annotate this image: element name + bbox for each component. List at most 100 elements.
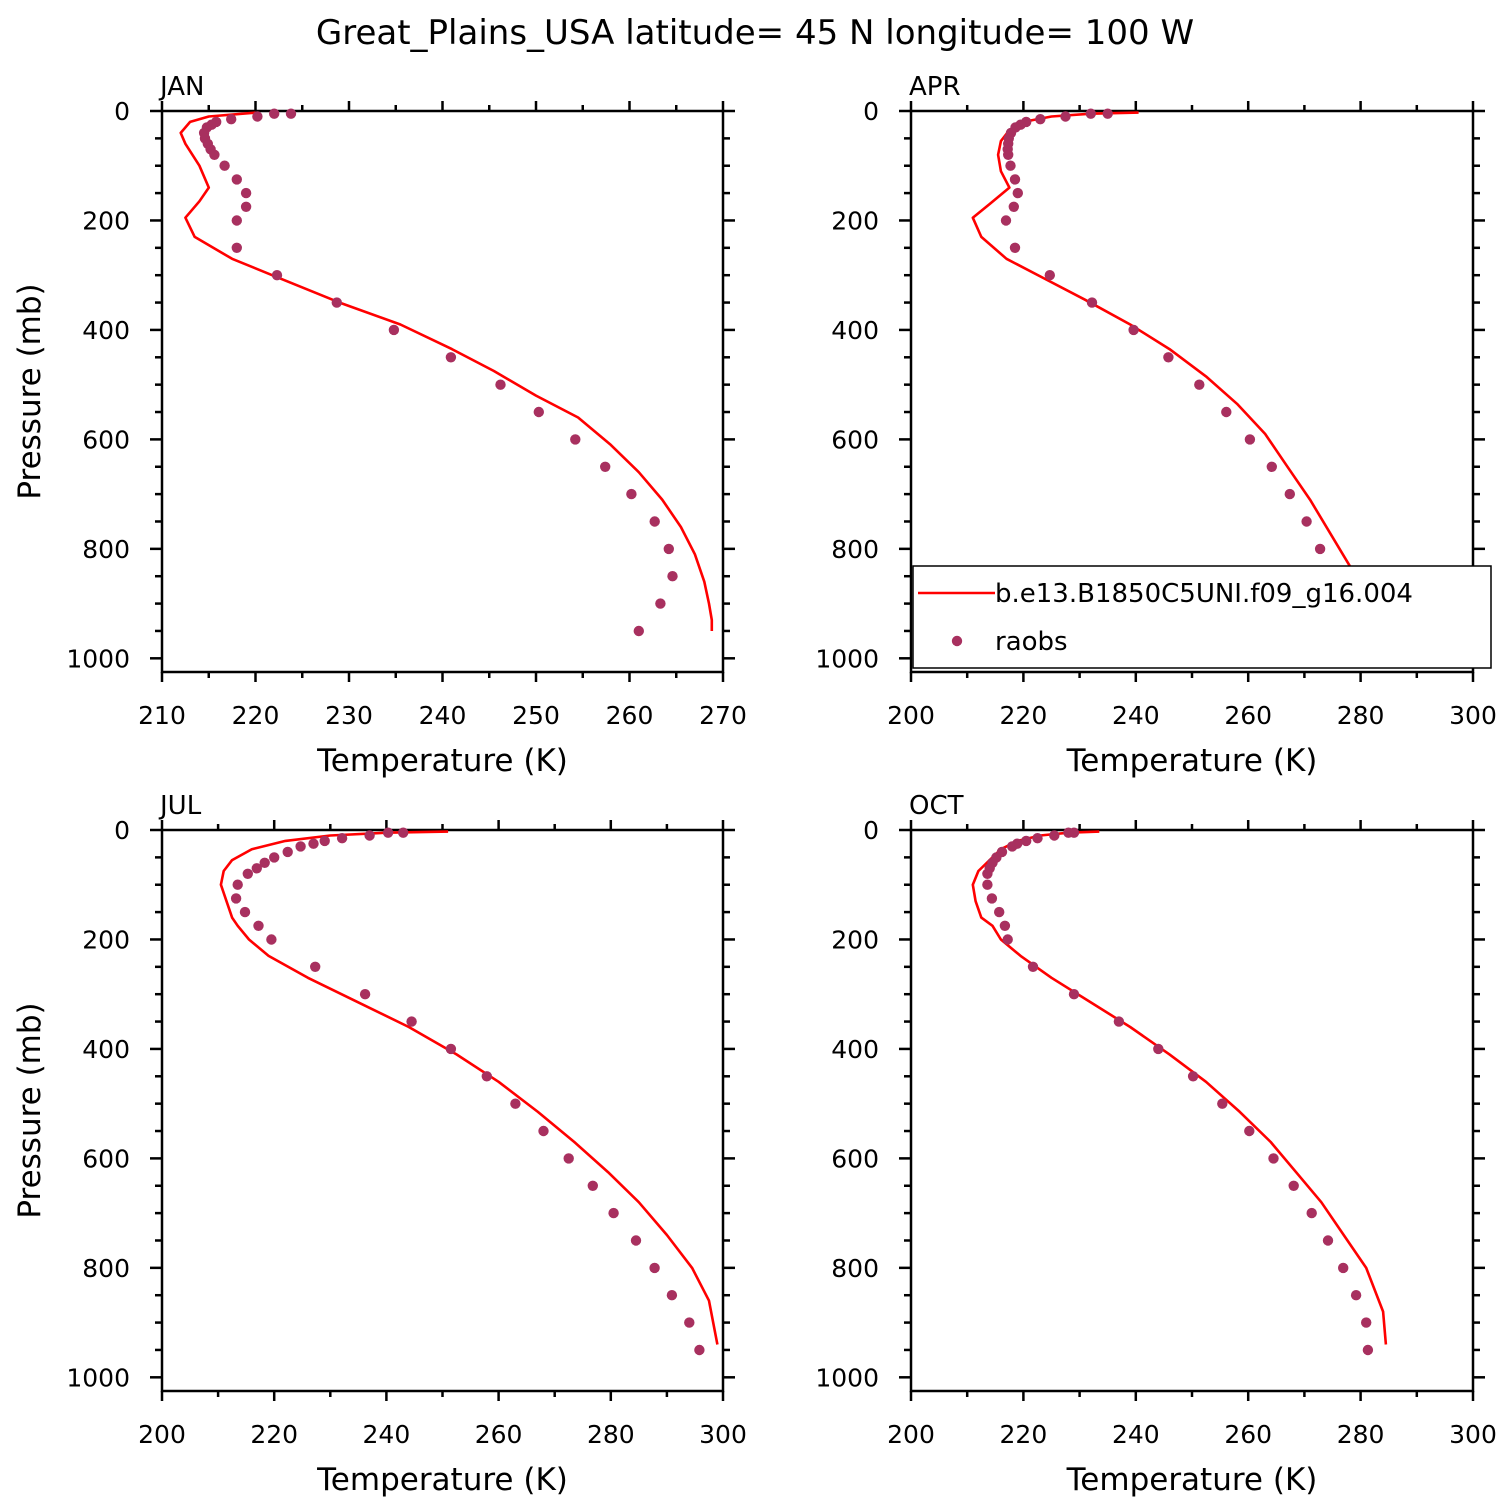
raobs-point — [310, 961, 321, 972]
raobs-point — [1217, 1098, 1228, 1109]
panel-oct: OCT 200 220 240 260 280 300 0 200 400 600 800 1000 Te… — [815, 791, 1496, 1498]
raobs-point — [1085, 108, 1097, 119]
y-tick-label: 800 — [82, 535, 130, 564]
model-profile-line — [219, 830, 719, 1345]
raobs-point — [510, 1098, 521, 1109]
raobs-point — [1012, 187, 1023, 199]
x-tick-label: 220 — [1000, 701, 1048, 730]
raobs-point — [1153, 1043, 1164, 1055]
panel-jul: JUL 200 220 240 260 280 300 0 200 400 600 800 1000 Te… — [12, 791, 747, 1498]
raobs-point — [1027, 961, 1039, 972]
raobs-point — [219, 160, 230, 171]
raobs-point — [1063, 827, 1074, 838]
x-axis-title: Temperature (K) — [1066, 743, 1318, 779]
raobs-point — [406, 1016, 417, 1027]
y-tick-label: 0 — [114, 97, 130, 126]
raobs-point — [445, 1043, 457, 1055]
raobs-point — [684, 1317, 695, 1328]
raobs-point — [364, 830, 375, 841]
raobs-point — [1244, 1125, 1255, 1137]
raobs-point — [533, 406, 544, 418]
x-tick-label: 210 — [138, 701, 186, 730]
raobs-point — [240, 201, 252, 212]
raobs-point — [240, 187, 252, 199]
panel-label: APR — [909, 72, 961, 102]
raobs-point — [445, 352, 457, 363]
raobs-point — [319, 835, 330, 847]
legend-model-label: b.e13.B1850C5UNI.f09_g16.004 — [995, 579, 1413, 609]
x-tick-label: 300 — [1449, 701, 1497, 730]
raobs-point — [269, 108, 280, 119]
x-axis-title: Temperature (K) — [316, 743, 568, 779]
raobs-point — [1009, 174, 1021, 185]
x-tick-label: 260 — [606, 701, 654, 730]
raobs-point — [587, 1180, 598, 1192]
panel-jan: JAN 210 220 230 240 250 260 270 0 200 400 600 800 100… — [12, 72, 747, 779]
y-axis-title: Pressure (mb) — [12, 1002, 48, 1218]
legend-box — [912, 565, 1492, 669]
panels-group: JAN 210 220 230 240 250 260 270 0 200 400 600 800 100… — [12, 72, 1497, 1498]
y-tick-label: 400 — [831, 1035, 879, 1064]
x-tick-label: 240 — [1112, 1420, 1160, 1449]
raobs-point — [608, 1207, 619, 1219]
raobs-point — [285, 108, 297, 119]
raobs-point — [1268, 1153, 1279, 1164]
x-tick-label: 200 — [887, 1420, 935, 1449]
y-tick-label: 800 — [831, 1254, 879, 1283]
x-tick-label: 280 — [1337, 1420, 1385, 1449]
y-axis-title: Pressure (mb) — [12, 283, 48, 499]
raobs-point — [999, 920, 1011, 931]
y-tick-label: 600 — [831, 1144, 879, 1173]
raobs-point — [1102, 108, 1113, 119]
x-tick-label: 220 — [250, 1420, 298, 1449]
raobs-point — [1128, 324, 1139, 336]
raobs-point — [230, 893, 242, 904]
raobs-point — [251, 863, 262, 874]
raobs-point — [382, 827, 394, 838]
x-tick-label: 200 — [887, 701, 935, 730]
raobs-point — [231, 215, 242, 226]
raobs-point — [1068, 989, 1080, 1000]
y-tick-label: 400 — [82, 316, 130, 345]
raobs-point — [1322, 1235, 1334, 1246]
raobs-point — [242, 868, 253, 879]
raobs-point — [209, 149, 220, 160]
x-tick-label: 270 — [699, 701, 747, 730]
raobs-point — [231, 174, 242, 185]
raobs-point — [630, 1235, 642, 1246]
raobs-point — [986, 893, 998, 904]
raobs-point — [1086, 297, 1098, 308]
raobs-point — [336, 833, 348, 844]
x-tick-label: 280 — [587, 1420, 635, 1449]
raobs-point — [495, 379, 506, 390]
raobs-point — [655, 598, 666, 609]
raobs-point — [1221, 406, 1232, 418]
raobs-point — [253, 920, 264, 931]
raobs-point — [570, 434, 581, 445]
raobs-point — [982, 879, 993, 890]
panel-label: JUL — [158, 791, 202, 821]
raobs-point — [1003, 149, 1014, 160]
y-tick-label: 1000 — [815, 644, 879, 673]
x-tick-label: 260 — [1224, 701, 1272, 730]
raobs-point — [994, 906, 1005, 918]
raobs-point — [1113, 1016, 1125, 1027]
raobs-point — [633, 625, 644, 637]
raobs-point — [1361, 1317, 1372, 1328]
raobs-point — [1244, 434, 1256, 445]
y-tick-label: 0 — [863, 97, 879, 126]
x-tick-label: 220 — [232, 701, 280, 730]
x-tick-label: 260 — [475, 1420, 523, 1449]
x-tick-label: 300 — [699, 1420, 747, 1449]
raobs-point — [1005, 160, 1016, 171]
x-tick-label: 220 — [1000, 1420, 1048, 1449]
y-tick-label: 200 — [831, 925, 879, 954]
x-tick-label: 260 — [1224, 1420, 1272, 1449]
raobs-point — [1009, 242, 1021, 253]
raobs-point — [259, 857, 270, 868]
raobs-point — [1288, 1180, 1299, 1192]
y-tick-label: 600 — [82, 425, 130, 454]
raobs-point — [649, 1262, 660, 1274]
